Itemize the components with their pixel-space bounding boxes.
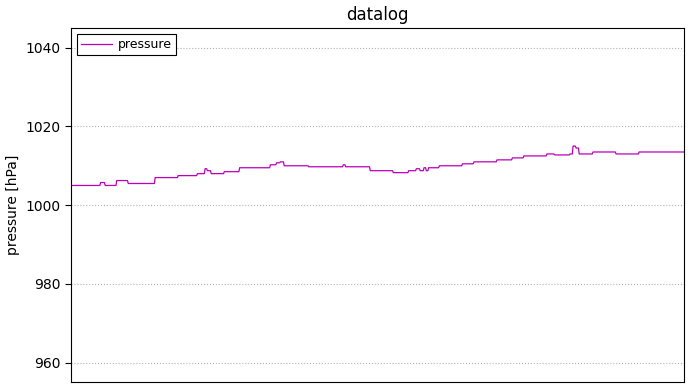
Line: pressure: pressure bbox=[70, 146, 684, 185]
pressure bbox=[532, 154, 540, 158]
pressure bbox=[423, 168, 431, 173]
pressure bbox=[595, 150, 604, 154]
Legend: pressure: pressure bbox=[77, 34, 176, 55]
pressure bbox=[680, 150, 689, 154]
pressure bbox=[66, 183, 75, 188]
Y-axis label: pressure [hPa]: pressure [hPa] bbox=[6, 155, 19, 255]
Title: datalog: datalog bbox=[346, 5, 408, 24]
pressure bbox=[569, 144, 578, 148]
pressure bbox=[439, 163, 447, 168]
pressure bbox=[457, 163, 466, 168]
pressure bbox=[104, 183, 112, 188]
